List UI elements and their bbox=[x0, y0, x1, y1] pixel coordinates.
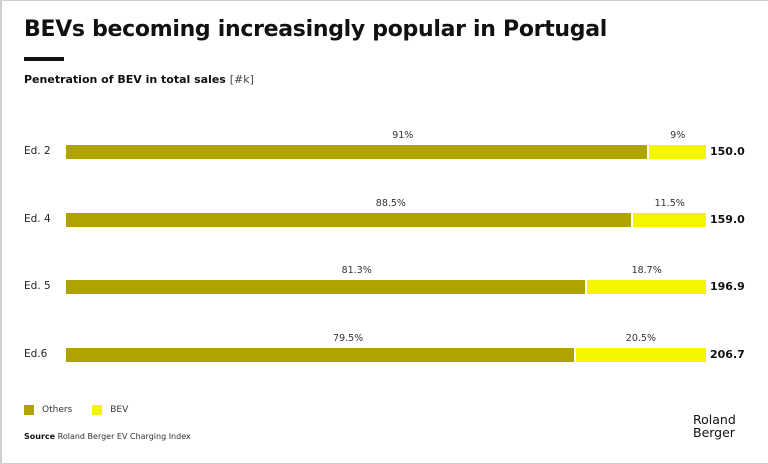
source-note: Source Roland Berger EV Charging Index bbox=[24, 432, 191, 441]
subtitle-text: Penetration of BEV in total sales bbox=[24, 73, 226, 86]
category-label: Ed.6 bbox=[24, 348, 48, 360]
source-text: Roland Berger EV Charging Index bbox=[57, 432, 191, 441]
chart-subtitle: Penetration of BEV in total sales [#k] bbox=[24, 73, 254, 86]
data-label-others: 91% bbox=[392, 130, 414, 141]
data-label-bev: 20.5% bbox=[625, 333, 656, 344]
bar-segment-bev bbox=[649, 145, 706, 159]
data-label-bev: 18.7% bbox=[631, 265, 662, 276]
roland-berger-logo: Roland Berger bbox=[693, 413, 736, 439]
total-label: 150.0 bbox=[710, 145, 745, 158]
bar-segment-bev bbox=[587, 280, 706, 294]
bar-segment-others bbox=[66, 280, 586, 294]
legend: Others BEV bbox=[24, 405, 148, 415]
category-label: Ed. 2 bbox=[24, 145, 51, 157]
legend-swatch-bev bbox=[92, 405, 103, 415]
page-title: BEVs becoming increasingly popular in Po… bbox=[24, 17, 608, 42]
data-label-others: 79.5% bbox=[333, 333, 364, 344]
source-label: Source bbox=[24, 432, 56, 441]
bar-segment-others bbox=[66, 145, 648, 159]
legend-swatch-others bbox=[24, 405, 34, 415]
legend-item-others: Others bbox=[24, 405, 72, 415]
legend-label-others: Others bbox=[42, 405, 73, 415]
logo-line-2: Berger bbox=[693, 425, 735, 440]
bar-segment-bev bbox=[633, 213, 706, 227]
bar-segment-others bbox=[66, 213, 632, 227]
title-underline bbox=[24, 57, 64, 61]
legend-item-bev: BEV bbox=[92, 405, 128, 415]
bar-segment-others bbox=[66, 348, 574, 362]
data-label-bev: 9% bbox=[670, 130, 686, 141]
bar-segment-bev bbox=[575, 348, 706, 362]
legend-label-bev: BEV bbox=[110, 405, 129, 415]
total-label: 159.0 bbox=[710, 213, 745, 226]
data-label-others: 81.3% bbox=[341, 265, 372, 276]
category-label: Ed. 5 bbox=[24, 280, 51, 292]
logo-line-1: Roland bbox=[693, 412, 736, 427]
total-label: 206.7 bbox=[710, 348, 745, 361]
subtitle-unit: [#k] bbox=[229, 73, 254, 86]
total-label: 196.9 bbox=[710, 280, 745, 293]
data-label-others: 88.5% bbox=[375, 198, 406, 209]
data-label-bev: 11.5% bbox=[654, 198, 685, 209]
category-label: Ed. 4 bbox=[24, 213, 51, 225]
